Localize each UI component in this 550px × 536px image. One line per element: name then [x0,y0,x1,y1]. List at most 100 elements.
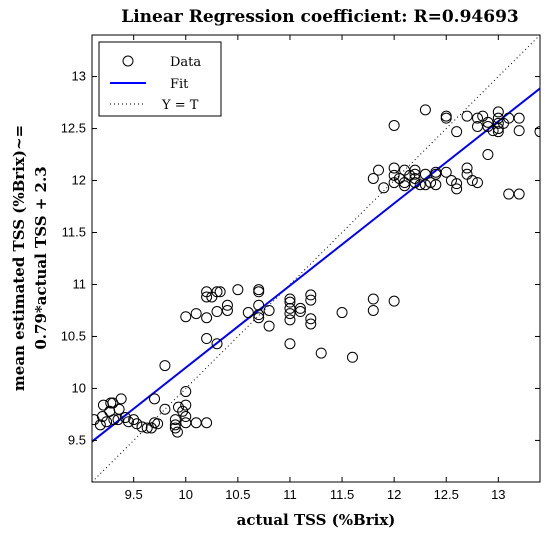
data-point [284,296,296,308]
data-point [221,299,233,311]
data-point [461,110,473,122]
data-point [513,188,525,200]
legend-box [98,41,222,117]
data-point [211,306,223,318]
data-point [180,399,192,411]
data-point [305,294,317,306]
data-point [284,293,296,305]
data-point [414,179,426,191]
data-point [180,411,192,423]
data-point [471,112,483,124]
data-point [214,286,226,298]
data-point [451,126,463,138]
data-point [211,338,223,350]
legend-identity-label: Y = T [161,98,199,113]
chart-title: Linear Regression coefficient: R=0.94693 [121,7,519,27]
data-point [346,351,358,363]
data-point [284,338,296,350]
data-point [190,308,202,320]
data-point [409,164,421,176]
data-point [159,403,171,415]
x-tick-label: 10.5 [225,487,250,502]
data-point [159,360,171,372]
data-point [367,172,379,184]
y-axis-label-line-2: 0.79*actual TSS + 2.3 [32,166,50,349]
data-point [378,182,390,194]
x-tick-label: 13 [491,487,505,502]
data-point [492,106,504,118]
y-tick-label: 10.5 [61,328,86,343]
data-point [305,318,317,330]
data-point [201,291,213,303]
data-point [253,299,265,311]
data-point [425,177,437,189]
data-point [451,183,463,195]
data-point [171,426,183,438]
data-point [461,162,473,174]
data-point [177,405,189,417]
y-tick-label: 11 [73,276,87,291]
data-point [94,419,106,431]
data-point [388,119,400,131]
data-point [513,125,525,137]
data-point [149,393,161,405]
x-tick-label: 9.5 [125,487,143,502]
data-point [180,386,192,398]
data-point [253,312,265,324]
x-axis-label: actual TSS (%Brix) [237,511,396,529]
data-point [242,307,254,319]
x-tick-label: 12 [387,487,401,502]
data-point [373,164,385,176]
data-point [294,302,306,314]
data-point [315,347,327,359]
data-point [487,125,499,137]
data-point [172,401,184,413]
data-point [367,293,379,305]
data-point [482,149,494,161]
y-tick-label: 13 [72,69,86,84]
legend-data-label: Data [170,55,201,70]
data-point [141,422,153,434]
data-point [451,178,463,190]
y-tick-label: 12 [72,173,86,188]
data-point [482,116,494,128]
data-point [440,112,452,124]
data-point [513,112,525,124]
data-point [284,314,296,326]
data-point [232,284,244,296]
data-point [305,289,317,301]
data-point [211,286,223,298]
data-point [169,419,181,431]
data-point [492,126,504,138]
data-point [221,304,233,316]
data-point [419,104,431,116]
data-point [113,403,125,415]
data-point [122,416,134,428]
data-point [430,179,442,191]
fit-line [92,87,540,443]
data-point [115,393,127,405]
data-point [336,307,348,319]
data-point [253,286,265,298]
data-point [466,175,478,187]
data-point [263,320,275,332]
data-point [409,177,421,189]
data-point [471,177,483,189]
plot-border [91,34,541,483]
y-tick-label: 10 [72,380,86,395]
data-point [492,117,504,129]
data-point [108,414,120,426]
y-tick-label: 12.5 [61,121,86,136]
data-point [445,175,457,187]
y-tick-label: 9.5 [68,432,86,447]
data-point [131,418,143,430]
data-point [201,417,213,429]
identity-line [92,35,540,482]
y-tick-label: 11.5 [62,225,86,240]
data-point [388,169,400,181]
legend-data-marker [122,55,134,67]
data-point [294,306,306,318]
data-point [136,421,148,433]
data-point [305,313,317,325]
